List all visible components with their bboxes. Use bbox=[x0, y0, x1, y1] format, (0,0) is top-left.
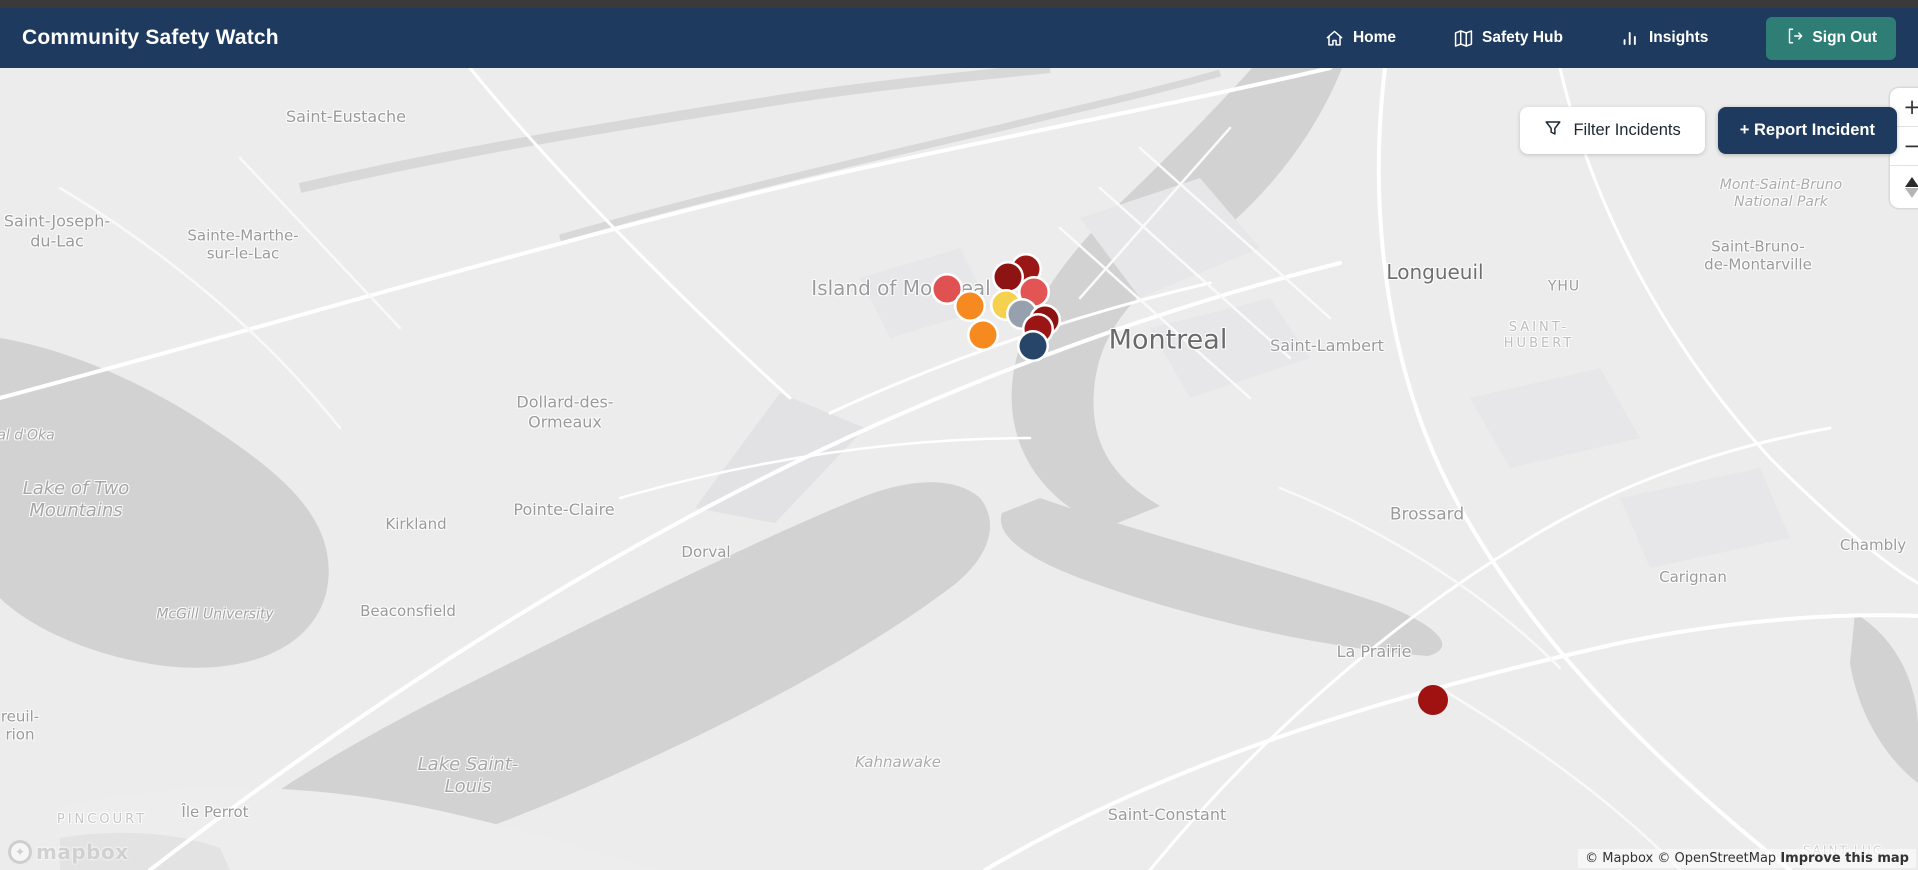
map-attribution: © Mapbox © OpenStreetMap Improve this ma… bbox=[1578, 849, 1916, 868]
map-label-yhu: YHU bbox=[1547, 278, 1581, 295]
incident-map[interactable]: Saint-Eustache Saint-Joseph-du-Lac Sainte-… bbox=[0, 68, 1918, 870]
incident-marker[interactable] bbox=[956, 292, 984, 320]
mapbox-logo[interactable]: ✦ mapbox bbox=[8, 840, 129, 864]
filter-funnel-icon bbox=[1544, 119, 1562, 142]
nav-label: Home bbox=[1352, 29, 1397, 46]
filter-incidents-button[interactable]: Filter Incidents bbox=[1520, 107, 1705, 154]
map-label-montreal: Montreal bbox=[1108, 324, 1228, 356]
map-label-chambly: Chambly bbox=[1839, 535, 1907, 554]
map-icon bbox=[1454, 29, 1473, 48]
basemap-artwork bbox=[0, 68, 1918, 870]
incident-marker[interactable] bbox=[1418, 685, 1448, 715]
main-nav: Home Safety Hub Insights bbox=[1325, 16, 1896, 60]
pitch-up-icon bbox=[1905, 176, 1918, 187]
map-label-oka-partial: al d'Oka bbox=[0, 427, 55, 444]
map-label-vaudreuil-partial: reuil-rion bbox=[0, 707, 40, 744]
map-label-lake-of-two-mountains: Lake of Two Mountains bbox=[22, 478, 130, 521]
mapbox-logo-icon: ✦ bbox=[8, 840, 32, 864]
nav-item-safety-hub[interactable]: Safety Hub bbox=[1454, 29, 1563, 48]
osm-attribution-link[interactable]: © OpenStreetMap bbox=[1657, 851, 1777, 866]
pitch-toggle-control[interactable] bbox=[1890, 166, 1918, 208]
pitch-down-icon bbox=[1905, 187, 1918, 198]
map-label-kirkland: Kirkland bbox=[385, 514, 447, 533]
zoom-out-button[interactable]: − bbox=[1890, 127, 1918, 165]
map-label-dollard-des-ormeaux: Dollard-des- Ormeaux bbox=[516, 392, 614, 431]
map-label-saint-bruno-de-montarville: Saint-Bruno-de-Montarville bbox=[1704, 237, 1812, 274]
mapbox-attribution-link[interactable]: © Mapbox bbox=[1585, 851, 1654, 866]
map-label-beaconsfield: Beaconsfield bbox=[360, 601, 456, 620]
page-title: Community Safety Watch bbox=[22, 26, 279, 49]
map-label-pointe-claire: Pointe-Claire bbox=[513, 500, 615, 520]
map-label-mont-saint-bruno-national-park: Mont-Saint-Bruno National Park bbox=[1719, 176, 1843, 210]
bar-chart-icon bbox=[1621, 29, 1640, 48]
nav-item-insights[interactable]: Insights bbox=[1621, 29, 1708, 48]
incident-marker[interactable] bbox=[994, 263, 1022, 291]
app-header: Community Safety Watch Home Safety Hub bbox=[0, 8, 1918, 68]
map-action-buttons: Filter Incidents + Report Incident bbox=[1520, 107, 1897, 154]
map-label-saint-lambert: Saint-Lambert bbox=[1270, 336, 1384, 356]
sign-out-button[interactable]: Sign Out bbox=[1766, 16, 1896, 60]
map-label-dorval: Dorval bbox=[681, 542, 731, 561]
map-label-saint-joseph-du-lac: Saint-Joseph-du-Lac bbox=[3, 211, 111, 250]
map-label-mcgill-university: McGill University bbox=[156, 606, 274, 623]
improve-map-link[interactable]: Improve this map bbox=[1780, 851, 1909, 866]
browser-chrome-strip bbox=[0, 0, 1918, 8]
map-label-brossard: Brossard bbox=[1389, 504, 1465, 525]
map-label-saint-eustache: Saint-Eustache bbox=[285, 107, 407, 127]
map-label-lake-saint-louis: Lake Saint- Louis bbox=[417, 754, 519, 797]
map-label-saint-constant: Saint-Constant bbox=[1107, 805, 1227, 825]
mapbox-logo-word: mapbox bbox=[36, 840, 129, 864]
incident-marker[interactable] bbox=[933, 275, 961, 303]
nav-label: Insights bbox=[1649, 29, 1709, 46]
map-label-ile-perrot: Île Perrot bbox=[181, 802, 249, 821]
report-incident-button[interactable]: + Report Incident bbox=[1717, 107, 1897, 154]
map-label-saint-hubert: SAINT- HUBERT bbox=[1503, 320, 1575, 351]
log-out-icon bbox=[1785, 27, 1803, 50]
sign-out-label: Sign Out bbox=[1812, 29, 1877, 46]
map-label-sainte-marthe-sur-le-lac: Sainte-Marthe-sur-le-Lac bbox=[187, 226, 299, 263]
zoom-in-button[interactable]: + bbox=[1890, 88, 1918, 126]
map-label-la-prairie: La Prairie bbox=[1336, 642, 1412, 662]
map-label-carignan: Carignan bbox=[1659, 567, 1727, 586]
nav-item-home[interactable]: Home bbox=[1325, 29, 1396, 48]
map-label-longueuil: Longueuil bbox=[1386, 259, 1484, 284]
incident-marker[interactable] bbox=[1019, 332, 1047, 360]
filter-label: Filter Incidents bbox=[1573, 121, 1681, 139]
map-nav-control: + − bbox=[1890, 88, 1918, 208]
map-label-kahnawake: Kahnawake bbox=[854, 752, 942, 771]
map-label-pincourt: PINCOURT bbox=[56, 812, 148, 828]
nav-label: Safety Hub bbox=[1482, 29, 1563, 46]
incident-marker[interactable] bbox=[969, 321, 997, 349]
home-icon bbox=[1325, 29, 1344, 48]
